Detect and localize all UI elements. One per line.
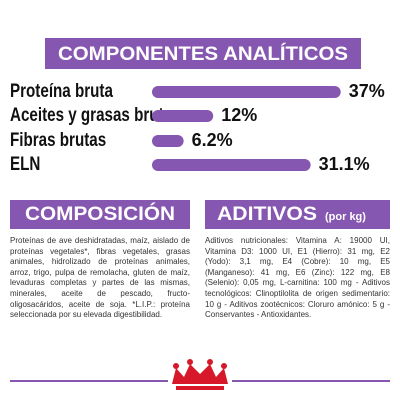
title-banner — [45, 38, 361, 69]
value-label: 6.2% — [192, 130, 233, 150]
additives-subtitle: (por kg) — [325, 211, 366, 223]
composition-banner — [10, 200, 190, 229]
bar — [152, 135, 184, 147]
composition-text: Proteínas de ave deshidratadas, maíz, ai… — [10, 236, 190, 320]
value-label: 31.1% — [319, 154, 370, 174]
bar — [152, 110, 214, 122]
chart-title: COMPONENTES ANALÍTICOS — [58, 43, 348, 65]
bar — [152, 159, 311, 171]
bar — [152, 86, 341, 98]
category-label: Proteína bruta — [10, 79, 113, 101]
additives-text: Aditivos nutricionales: Vitamina A: 1900… — [205, 236, 390, 320]
additives-banner — [205, 200, 390, 229]
category-label: Fibras brutas — [10, 128, 106, 150]
category-label: Aceites y grasas brutos — [10, 103, 181, 125]
logo — [172, 359, 228, 390]
category-label: ELN — [10, 152, 40, 174]
value-label: 37% — [349, 81, 385, 101]
additives-title: ADITIVOS — [217, 204, 317, 225]
composition-title: COMPOSICIÓN — [25, 203, 175, 225]
value-label: 12% — [221, 105, 257, 125]
